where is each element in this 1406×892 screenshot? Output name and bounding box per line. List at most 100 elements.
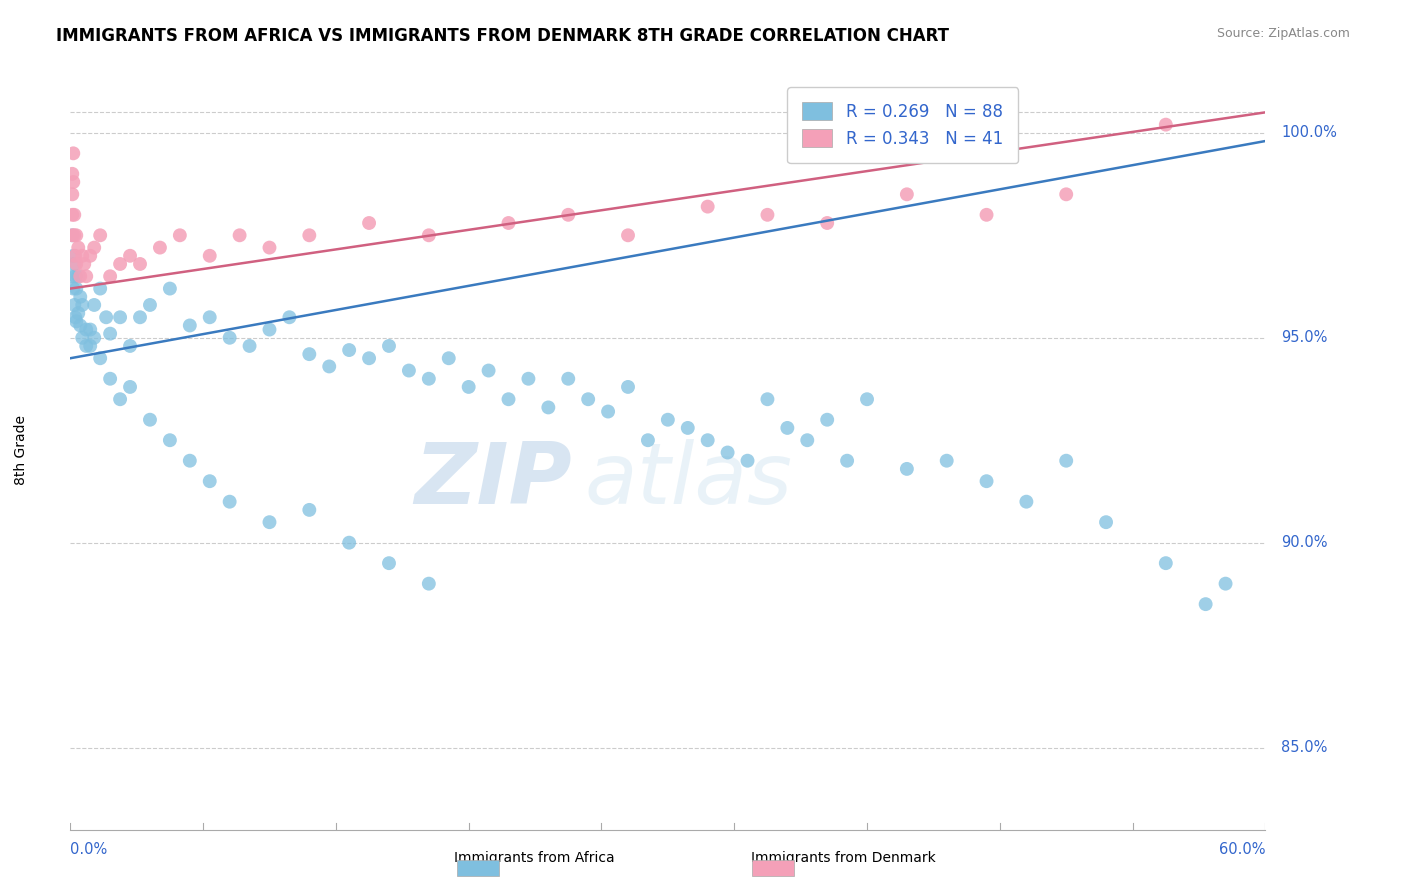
Point	[318, 359, 340, 374]
Legend: R = 0.269   N = 88, R = 0.343   N = 41: R = 0.269 N = 88, R = 0.343 N = 41	[787, 87, 1018, 163]
Point	[498, 392, 520, 407]
Point	[815, 216, 838, 230]
Point	[63, 228, 86, 243]
Point	[69, 290, 91, 304]
Point	[359, 216, 381, 230]
Point	[65, 269, 87, 284]
Point	[65, 257, 87, 271]
Point	[337, 535, 360, 549]
Point	[717, 445, 740, 459]
Point	[198, 249, 221, 263]
Point	[108, 257, 131, 271]
Point	[976, 208, 998, 222]
Point	[337, 343, 360, 357]
Point	[796, 434, 818, 448]
Point	[935, 453, 957, 467]
Point	[1215, 576, 1237, 591]
Text: ZIP: ZIP	[415, 439, 572, 523]
Point	[756, 208, 779, 222]
Point	[657, 413, 679, 427]
Point	[69, 318, 91, 333]
Point	[517, 372, 540, 386]
Point	[149, 241, 172, 255]
Text: IMMIGRANTS FROM AFRICA VS IMMIGRANTS FROM DENMARK 8TH GRADE CORRELATION CHART: IMMIGRANTS FROM AFRICA VS IMMIGRANTS FRO…	[56, 27, 949, 45]
Point	[418, 228, 440, 243]
Point	[976, 474, 998, 488]
Point	[298, 503, 321, 517]
Point	[896, 187, 918, 202]
Point	[70, 331, 93, 345]
Point	[67, 306, 90, 320]
Point	[75, 269, 97, 284]
Point	[60, 228, 83, 243]
Text: 0.0%: 0.0%	[70, 842, 107, 857]
Point	[756, 392, 779, 407]
Point	[676, 421, 699, 435]
Point	[378, 556, 401, 570]
Point	[259, 515, 281, 529]
Point	[1054, 187, 1077, 202]
Point	[418, 372, 440, 386]
Point	[67, 241, 90, 255]
Point	[1195, 597, 1218, 611]
Point	[65, 249, 87, 263]
Point	[378, 339, 401, 353]
Point	[418, 576, 440, 591]
Point	[60, 208, 83, 222]
Text: Immigrants from Africa: Immigrants from Africa	[454, 851, 614, 865]
Point	[737, 453, 759, 467]
Point	[63, 208, 86, 222]
Point	[79, 249, 101, 263]
Point	[70, 249, 93, 263]
Point	[120, 339, 141, 353]
Point	[1154, 118, 1177, 132]
Point	[598, 404, 620, 418]
Point	[60, 228, 83, 243]
Text: atlas: atlas	[585, 439, 792, 523]
Point	[62, 282, 84, 296]
Text: 95.0%: 95.0%	[1281, 330, 1327, 345]
Point	[637, 434, 659, 448]
Point	[557, 208, 579, 222]
Point	[617, 228, 640, 243]
Point	[75, 339, 97, 353]
Point	[62, 146, 84, 161]
Point	[437, 351, 460, 366]
Point	[70, 298, 93, 312]
Point	[120, 380, 141, 394]
Text: 60.0%: 60.0%	[1219, 842, 1265, 857]
Point	[478, 363, 501, 377]
Point	[259, 241, 281, 255]
Point	[557, 372, 579, 386]
Point	[65, 314, 87, 328]
Point	[89, 282, 111, 296]
Point	[278, 310, 301, 325]
Point	[159, 282, 181, 296]
Point	[98, 372, 121, 386]
Point	[228, 228, 250, 243]
Point	[98, 269, 121, 284]
Point	[79, 339, 101, 353]
Point	[1154, 556, 1177, 570]
Point	[79, 322, 101, 336]
Point	[179, 453, 201, 467]
Point	[1095, 515, 1118, 529]
Point	[298, 347, 321, 361]
Text: Immigrants from Denmark: Immigrants from Denmark	[751, 851, 936, 865]
Point	[298, 228, 321, 243]
Point	[63, 257, 86, 271]
Point	[65, 228, 87, 243]
Point	[69, 269, 91, 284]
Point	[218, 494, 240, 508]
Point	[62, 249, 84, 263]
Point	[129, 257, 152, 271]
Point	[169, 228, 191, 243]
Point	[139, 298, 162, 312]
Point	[139, 413, 162, 427]
Point	[65, 310, 87, 325]
Point	[239, 339, 262, 353]
Text: 90.0%: 90.0%	[1281, 535, 1327, 550]
Point	[120, 249, 141, 263]
Point	[83, 241, 105, 255]
Point	[537, 401, 560, 415]
